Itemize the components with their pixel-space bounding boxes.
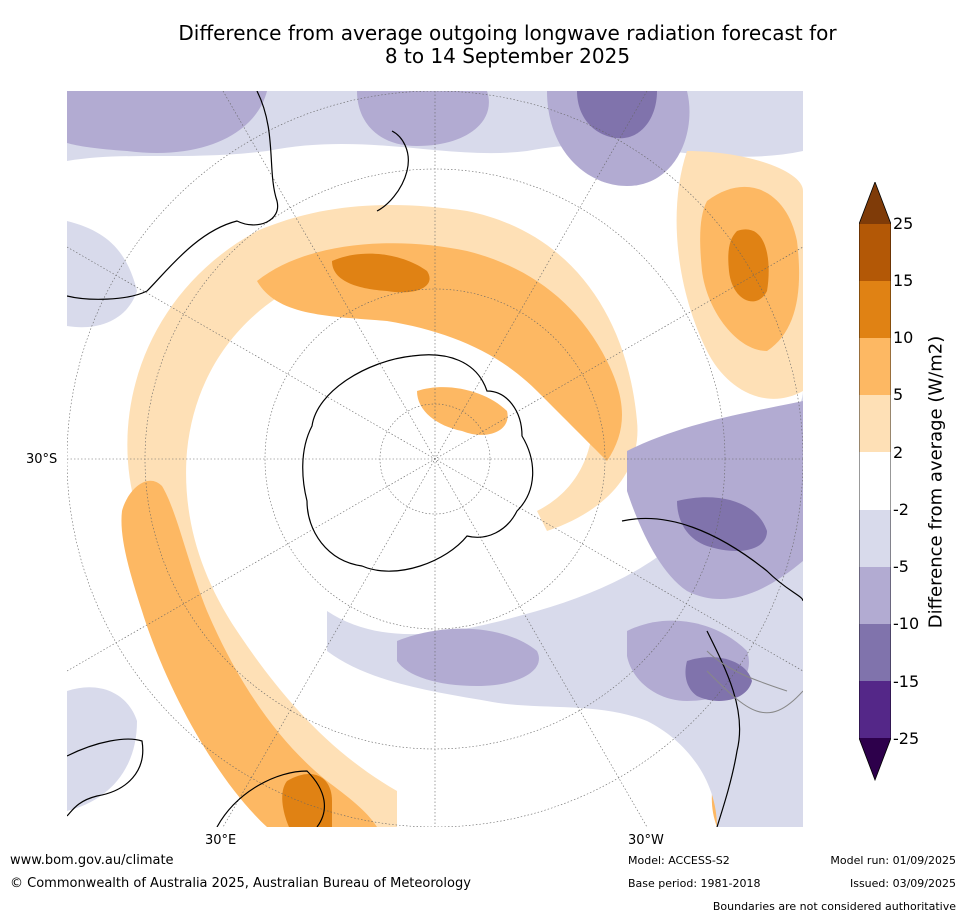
colorbar-tick-m15: -15 bbox=[893, 672, 920, 691]
model-run-text: Model run: 01/09/2025 bbox=[830, 854, 956, 867]
colorbar-tick-m2: -2 bbox=[893, 500, 909, 519]
purple-field-top-center bbox=[357, 91, 489, 146]
colorbar-band-15-25 bbox=[859, 224, 891, 281]
issued-text: Issued: 03/09/2025 bbox=[849, 877, 956, 890]
colorbar-top-arrow bbox=[859, 182, 891, 224]
colorbar-tick-5: 5 bbox=[893, 385, 904, 404]
colorbar-tick-15: 15 bbox=[893, 271, 914, 290]
dark-purple-top-right bbox=[577, 91, 657, 139]
lavender-lower-swirl bbox=[327, 391, 803, 827]
website-link[interactable]: www.bom.gov.au/climate bbox=[10, 853, 174, 868]
colorbar-band-5-10 bbox=[859, 338, 891, 395]
colorbar bbox=[859, 182, 891, 782]
colorbar-bottom-arrow bbox=[859, 738, 891, 780]
africa-coastline-2 bbox=[216, 770, 325, 827]
lon-label-30e: 30°E bbox=[205, 833, 237, 848]
dark-purple-bottom-right bbox=[685, 657, 752, 701]
dark-purple-right-middle bbox=[677, 497, 767, 551]
peach-ring bbox=[127, 205, 638, 827]
colorbar-band-m10-m15 bbox=[859, 624, 891, 681]
copyright-text: © Commonwealth of Australia 2025, Austra… bbox=[10, 876, 471, 891]
colorbar-band-2-5 bbox=[859, 395, 891, 452]
purple-lower-middle bbox=[397, 628, 539, 686]
title-line-2: 8 to 14 September 2025 bbox=[384, 44, 631, 68]
coastlines bbox=[67, 91, 803, 827]
colorbar-band-m5-m10 bbox=[859, 567, 891, 624]
map-svg bbox=[67, 91, 803, 827]
lon-label-30w: 30°W bbox=[628, 833, 664, 848]
australia-coastline bbox=[67, 91, 279, 300]
orange-arc-top bbox=[257, 243, 622, 461]
chart-title: Difference from average outgoing longwav… bbox=[0, 22, 965, 68]
colorbar-tick-m10: -10 bbox=[893, 614, 920, 633]
lavender-left bbox=[67, 221, 137, 328]
colorbar-band-m15-m25 bbox=[859, 681, 891, 738]
colorbar-tick-2: 2 bbox=[893, 443, 904, 462]
graticule bbox=[67, 91, 803, 827]
colorbar-tick-m25: -25 bbox=[893, 729, 920, 748]
orange-left-band bbox=[121, 480, 377, 827]
colorbar-band-10-15 bbox=[859, 281, 891, 338]
lavender-left-lower bbox=[67, 687, 137, 811]
colorbar-band-neutral bbox=[859, 452, 891, 510]
south-america-coastline-2 bbox=[706, 630, 741, 827]
new-zealand-coastline bbox=[376, 130, 409, 212]
south-america-coastline bbox=[621, 517, 803, 602]
boundaries bbox=[706, 650, 803, 714]
polar-map bbox=[67, 91, 803, 827]
colorbar-tick-10: 10 bbox=[893, 328, 914, 347]
colorbar-band-m2-m5 bbox=[859, 510, 891, 567]
title-line-1: Difference from average outgoing longwav… bbox=[178, 21, 837, 45]
dark-orange-top bbox=[332, 253, 430, 293]
colorbar-tick-m5: -5 bbox=[893, 557, 909, 576]
colorbar-tick-25: 25 bbox=[893, 214, 914, 233]
africa-coastline bbox=[67, 738, 144, 817]
disclaimer-text: Boundaries are not considered authoritat… bbox=[712, 900, 956, 913]
model-text: Model: ACCESS-S2 bbox=[628, 854, 730, 867]
lat-label-30s: 30°S bbox=[26, 452, 58, 467]
base-period-text: Base period: 1981-2018 bbox=[628, 877, 761, 890]
antarctica-coastline bbox=[302, 354, 534, 572]
colorbar-title: Difference from average (W/m2) bbox=[925, 335, 947, 629]
purple-field-top-left bbox=[67, 91, 267, 153]
